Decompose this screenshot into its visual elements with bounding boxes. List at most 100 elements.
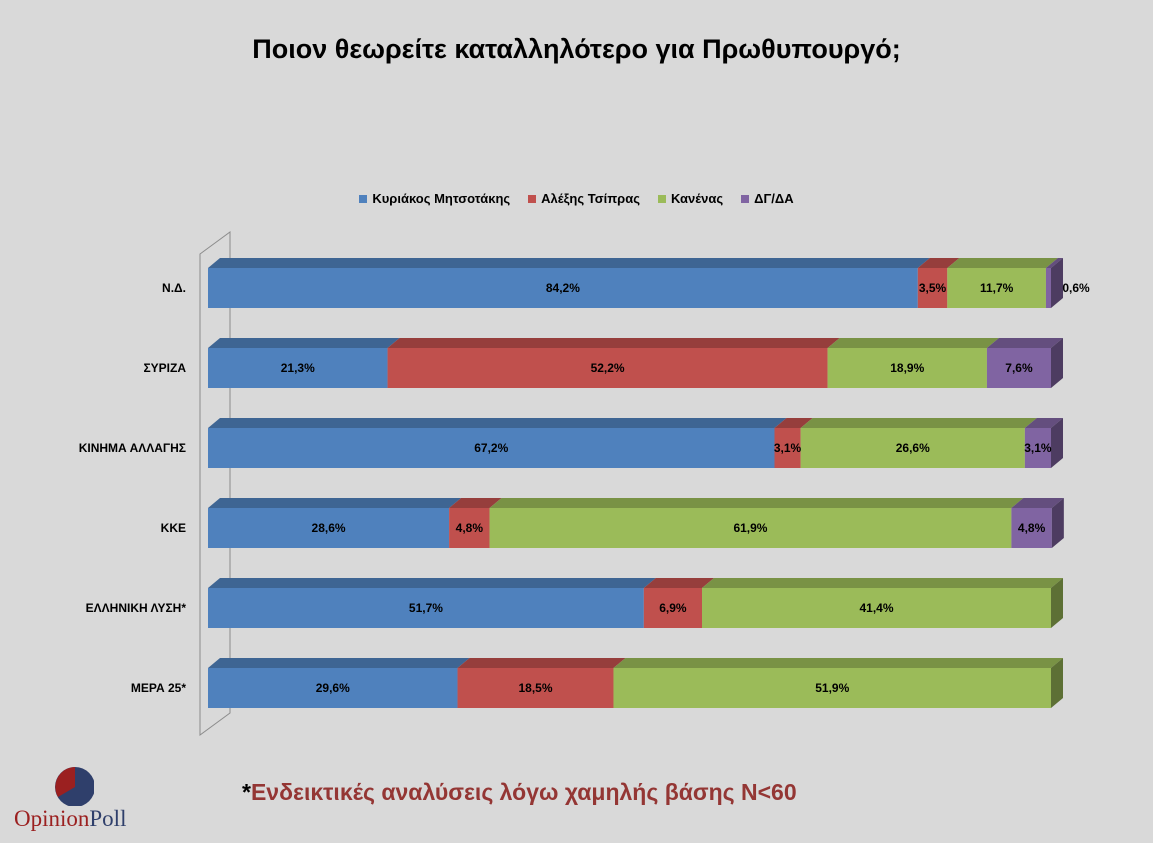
bar-top xyxy=(208,578,656,588)
bar-segment xyxy=(800,428,1025,468)
bar-top xyxy=(208,418,787,428)
bar-segment xyxy=(827,348,987,388)
bar-top xyxy=(1045,258,1063,268)
data-label: 28,6% xyxy=(312,521,346,535)
legend-swatch xyxy=(528,194,537,203)
bar-segment xyxy=(613,668,1051,708)
category-label: ΣΥΡΙΖΑ xyxy=(143,361,186,375)
bar-segment xyxy=(208,668,458,708)
bar-top xyxy=(1011,498,1064,508)
data-label: 26,6% xyxy=(896,441,930,455)
data-label: 67,2% xyxy=(474,441,508,455)
data-label: 61,9% xyxy=(733,521,767,535)
data-label: 51,7% xyxy=(409,601,443,615)
data-label: 6,9% xyxy=(659,601,687,615)
logo-word-poll: Poll xyxy=(89,806,127,831)
bar-segment xyxy=(947,268,1046,308)
data-label: 51,9% xyxy=(815,681,849,695)
data-label: 84,2% xyxy=(546,281,580,295)
data-label: 4,8% xyxy=(1018,521,1046,535)
bar-top xyxy=(800,418,1037,428)
bar-top xyxy=(208,658,470,668)
bar-segment xyxy=(1045,268,1051,308)
legend-swatch xyxy=(657,194,666,203)
category-label: Ν.Δ. xyxy=(162,281,186,295)
legend-label: Κυριάκος Μητσοτάκης xyxy=(372,191,511,206)
bar-top xyxy=(917,258,960,268)
bar-top xyxy=(643,578,714,588)
bar-segment xyxy=(701,588,1051,628)
footnote: *Ενδεικτικές αναλύσεις λόγω χαμηλής βάση… xyxy=(242,779,797,806)
bar-segment xyxy=(208,348,388,388)
bar-segment xyxy=(917,268,948,308)
data-label: 41,4% xyxy=(859,601,893,615)
data-label: 3,5% xyxy=(919,281,947,295)
legend-item: Κυριάκος Μητσοτάκης xyxy=(359,191,510,206)
category-label: ΚΚΕ xyxy=(161,521,186,535)
chart-legend: Κυριάκος Μητσοτάκης Αλέξης Τσίπρας Κανένας… xyxy=(0,191,1153,206)
bar-side xyxy=(1051,338,1063,388)
data-label: 0,6% xyxy=(1062,281,1090,295)
bar-segment xyxy=(489,508,1012,548)
chart-title: Ποιον θεωρείτε καταλληλότερο για Πρωθυπο… xyxy=(252,34,901,64)
bar-top xyxy=(208,498,462,508)
legend-label: Κανένας xyxy=(670,191,724,206)
bar-side xyxy=(1051,258,1063,308)
bar-top xyxy=(208,258,930,268)
data-label: 7,6% xyxy=(1005,361,1033,375)
bar-top xyxy=(489,498,1024,508)
logo-word-opinion: Opinion xyxy=(14,806,90,831)
bar-segment xyxy=(457,668,614,708)
bar-top xyxy=(1024,418,1063,428)
bar-top xyxy=(613,658,1063,668)
bar-segment xyxy=(774,428,801,468)
data-label: 18,9% xyxy=(890,361,924,375)
data-label: 18,5% xyxy=(518,681,552,695)
bar-top xyxy=(701,578,1063,588)
legend-label: ΔΓ/ΔΑ xyxy=(754,191,794,206)
category-label: ΚΙΝΗΜΑ ΑΛΛΑΓΗΣ xyxy=(79,441,186,455)
bar-segment xyxy=(449,508,490,548)
footnote-star: * xyxy=(242,779,251,805)
data-label: 3,1% xyxy=(1024,441,1052,455)
data-label: 52,2% xyxy=(591,361,625,375)
bar-segment xyxy=(643,588,702,628)
legend-swatch xyxy=(359,194,368,203)
bar-top xyxy=(827,338,999,348)
legend-item: Αλέξης Τσίπρας xyxy=(528,191,640,206)
legend-item: ΔΓ/ΔΑ xyxy=(741,191,794,206)
data-label: 3,1% xyxy=(774,441,802,455)
data-label: 4,8% xyxy=(456,521,484,535)
category-label: ΕΛΛΗΝΙΚΗ ΛΥΣΗ* xyxy=(86,601,187,615)
legend-item: Κανένας xyxy=(657,191,724,206)
bar-top xyxy=(387,338,840,348)
footnote-text: Ενδεικτικές αναλύσεις λόγω χαμηλής βάσης… xyxy=(250,779,797,805)
opinionpoll-logo xyxy=(55,767,94,806)
bar-segment xyxy=(208,268,918,308)
data-label: 29,6% xyxy=(316,681,350,695)
bar-top xyxy=(774,418,813,428)
legend-swatch xyxy=(741,194,750,203)
bar-segment xyxy=(208,508,450,548)
bar-top xyxy=(947,258,1058,268)
bar-segment xyxy=(986,348,1051,388)
bar-side xyxy=(1051,418,1063,468)
data-label: 11,7% xyxy=(980,281,1014,295)
logo-text: OpinionPoll xyxy=(14,806,126,832)
bar-segment xyxy=(1011,508,1052,548)
legend-label: Αλέξης Τσίπρας xyxy=(541,191,640,206)
bar-segment xyxy=(208,428,775,468)
bar-side xyxy=(1051,578,1063,628)
bar-top xyxy=(449,498,502,508)
bar-top xyxy=(457,658,626,668)
chart-wall xyxy=(199,231,231,736)
bar-segment xyxy=(1024,428,1051,468)
bar-side xyxy=(1051,498,1064,548)
category-label: ΜΕΡΑ 25* xyxy=(131,681,186,695)
bar-segment xyxy=(387,348,828,388)
bar-segment xyxy=(208,588,644,628)
bar-side xyxy=(1051,658,1063,708)
data-label: 21,3% xyxy=(281,361,315,375)
bar-top xyxy=(208,338,400,348)
